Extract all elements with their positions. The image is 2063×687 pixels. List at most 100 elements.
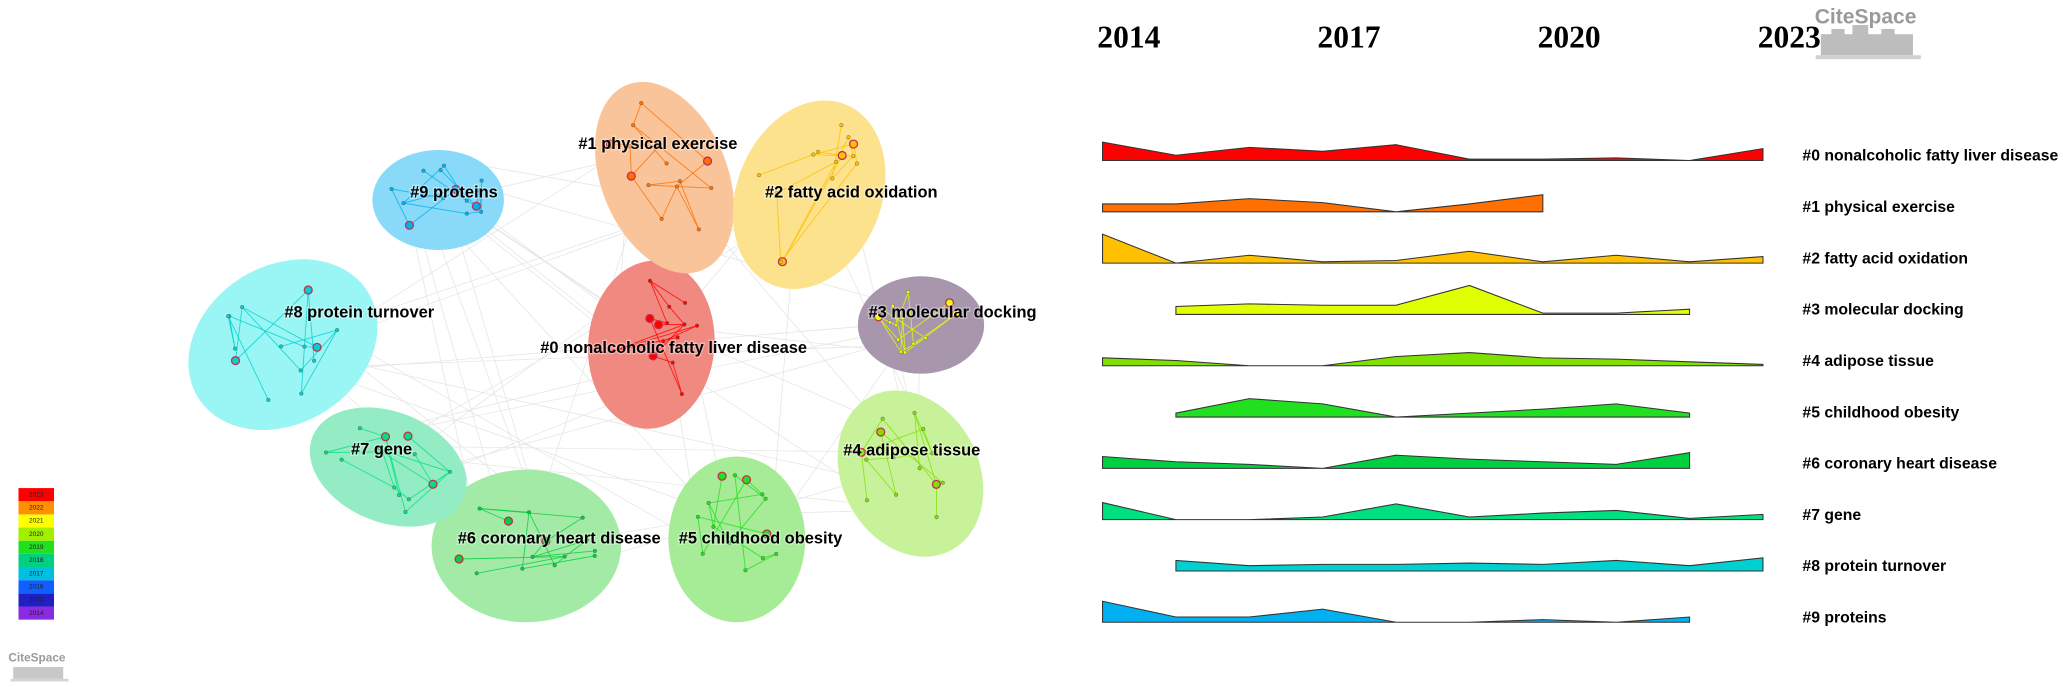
node [406,497,411,502]
node [696,227,701,232]
node [848,139,859,149]
link [325,436,386,453]
cluster-label: #9 proteins [410,184,498,202]
year-label: 2014 [1097,19,1160,54]
node [906,290,911,295]
node [380,449,385,454]
link [405,471,451,513]
link [865,459,897,496]
year-legend: 2014 2015 2016 2017 2018 2019 2020 2021 2022 2023 [18,488,55,620]
link [648,180,680,186]
node [882,309,887,314]
cluster-label: #3 molecular docking [869,303,1037,321]
link [762,553,777,559]
link [241,306,301,371]
node [477,188,482,193]
link [758,154,814,176]
legend-swatch [18,567,55,581]
node [711,524,716,529]
density-area [1102,600,1691,623]
link [407,435,451,473]
link [443,165,468,202]
node [397,492,402,498]
legend-swatch [18,514,55,528]
node [923,335,928,340]
legend-swatch [18,540,55,554]
legend-year: 2017 [29,570,44,577]
node [727,541,732,546]
link [414,453,434,485]
node [851,154,856,159]
logo-text: CiteSpace [1815,6,1917,29]
density-area [1175,398,1691,418]
logo-skyline [1881,28,1895,37]
link [613,325,698,352]
link [241,306,318,348]
node [357,426,362,431]
node [299,391,304,396]
cluster-area [309,407,467,527]
link [776,193,782,263]
link [459,556,565,560]
link [780,163,858,263]
node [471,201,481,211]
node [631,123,636,128]
timeline: 2014 2017 2020 2023 #0 nonalcoholic fatty li… [1097,19,2058,626]
link [228,316,236,349]
logo-skyline [13,667,64,679]
node [894,492,899,497]
node [912,410,917,415]
node [921,426,926,431]
link [521,512,530,569]
link [341,459,395,488]
node [702,156,713,166]
link [697,516,704,554]
node [645,313,655,324]
node [562,554,567,559]
node [421,168,426,173]
node [464,211,469,216]
link [235,307,243,361]
node [584,538,589,543]
link [479,508,509,522]
cluster-label: #1 physical exercise [578,135,737,153]
node [760,556,765,561]
link [302,314,724,557]
node [683,300,688,305]
node [837,150,847,161]
link [831,155,854,179]
node [667,304,672,309]
cluster-label: #4 adipose tissue [1802,353,1934,370]
density-area [1175,284,1691,315]
cluster-label: #7 gene [351,440,412,458]
link [713,526,764,559]
node [856,447,866,457]
logo-skyline [1831,28,1845,37]
node [464,198,469,203]
node [447,469,452,474]
density-area [1102,451,1691,469]
legend-swatch [18,488,55,502]
node [834,159,839,164]
link [649,318,683,395]
link [880,431,897,495]
node [893,322,899,328]
node [694,323,700,328]
node [323,450,329,455]
link [554,556,565,566]
node [592,553,597,558]
node [626,171,636,181]
link [479,508,583,519]
cluster-area [668,456,806,623]
node [266,397,271,402]
node [665,321,670,326]
link [880,431,944,484]
density-area [1102,233,1764,264]
node [552,563,557,568]
cluster-network: #0 nonalcoholic fatty liver disease #1 ph… [188,81,1038,623]
node [756,173,761,178]
cluster-label: #2 fatty acid oxidation [1802,250,1968,267]
node [890,303,895,308]
logo-base [1815,55,1921,60]
link [391,188,444,199]
